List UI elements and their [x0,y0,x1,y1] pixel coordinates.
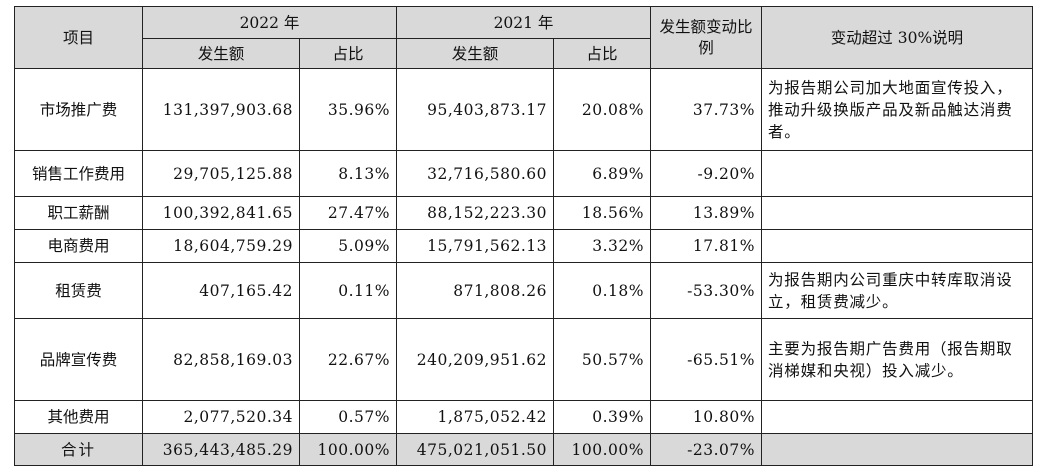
row-ratio-2021: 0.18% [553,262,651,319]
row-amount-2021: 240,209,951.62 [396,318,554,401]
total-change: -23.07% [650,433,762,466]
row-item: 市场推广费 [14,68,143,151]
header-change-ratio: 发生额变动比例 [650,6,762,69]
table-row: 其他费用 2,077,520.34 0.57% 1,875,052.42 0.3… [14,400,1033,434]
row-amount-2021: 1,875,052.42 [396,400,554,434]
row-change: -9.20% [650,150,762,197]
row-item: 职工薪酬 [14,196,143,230]
row-note [761,229,1033,263]
row-amount-2022: 29,705,125.88 [142,150,300,197]
row-note: 为报告期内公司重庆中转库取消设立，租赁费减少。 [761,262,1033,319]
row-item: 品牌宣传费 [14,318,143,401]
header-ratio-2022: 占比 [299,38,397,69]
row-ratio-2021: 0.39% [553,400,651,434]
row-ratio-2022: 0.57% [299,400,397,434]
row-ratio-2022: 0.11% [299,262,397,319]
header-amount-2022: 发生额 [142,38,300,69]
total-amount-2021: 475,021,051.50 [396,433,554,466]
row-amount-2022: 131,397,903.68 [142,68,300,151]
row-note [761,400,1033,434]
row-amount-2022: 2,077,520.34 [142,400,300,434]
row-note: 主要为报告期广告费用（报告期取消梯媒和央视）投入减少。 [761,318,1033,401]
header-note: 变动超过 30%说明 [761,6,1033,69]
row-ratio-2022: 5.09% [299,229,397,263]
row-amount-2021: 88,152,223.30 [396,196,554,230]
header-amount-2021: 发生额 [396,38,554,69]
row-change: -53.30% [650,262,762,319]
table-row: 市场推广费 131,397,903.68 35.96% 95,403,873.1… [14,68,1033,151]
row-ratio-2021: 6.89% [553,150,651,197]
row-ratio-2022: 22.67% [299,318,397,401]
header-item: 项目 [14,6,143,69]
header-year-2021: 2021 年 [396,6,651,39]
table-row: 电商费用 18,604,759.29 5.09% 15,791,562.13 3… [14,229,1033,263]
row-ratio-2022: 35.96% [299,68,397,151]
total-amount-2022: 365,443,485.29 [142,433,300,466]
header-ratio-2021: 占比 [553,38,651,69]
row-change: -65.51% [650,318,762,401]
row-change: 17.81% [650,229,762,263]
row-note: 为报告期公司加大地面宣传投入，推动升级换版产品及新品触达消费者。 [761,68,1033,151]
total-item: 合计 [14,433,143,466]
row-item: 电商费用 [14,229,143,263]
row-amount-2021: 15,791,562.13 [396,229,554,263]
row-ratio-2022: 27.47% [299,196,397,230]
row-note [761,150,1033,197]
row-note [761,196,1033,230]
row-amount-2021: 871,808.26 [396,262,554,319]
row-amount-2022: 82,858,169.03 [142,318,300,401]
row-ratio-2021: 20.08% [553,68,651,151]
table-row: 销售工作费用 29,705,125.88 8.13% 32,716,580.60… [14,150,1033,197]
row-amount-2021: 95,403,873.17 [396,68,554,151]
total-ratio-2021: 100.00% [553,433,651,466]
sales-expense-table: 项目 2022 年 2021 年 发生额变动比例 变动超过 30%说明 发生额 … [14,6,1033,466]
row-change: 13.89% [650,196,762,230]
total-row: 合计 365,443,485.29 100.00% 475,021,051.50… [14,433,1033,466]
row-ratio-2021: 3.32% [553,229,651,263]
table-row: 品牌宣传费 82,858,169.03 22.67% 240,209,951.6… [14,318,1033,401]
row-item: 租赁费 [14,262,143,319]
table-row: 租赁费 407,165.42 0.11% 871,808.26 0.18% -5… [14,262,1033,319]
header-year-2022: 2022 年 [142,6,397,39]
row-item: 其他费用 [14,400,143,434]
row-amount-2022: 407,165.42 [142,262,300,319]
row-change: 10.80% [650,400,762,434]
row-ratio-2022: 8.13% [299,150,397,197]
total-ratio-2022: 100.00% [299,433,397,466]
table-row: 职工薪酬 100,392,841.65 27.47% 88,152,223.30… [14,196,1033,230]
row-amount-2022: 18,604,759.29 [142,229,300,263]
row-amount-2022: 100,392,841.65 [142,196,300,230]
row-item: 销售工作费用 [14,150,143,197]
row-ratio-2021: 18.56% [553,196,651,230]
row-ratio-2021: 50.57% [553,318,651,401]
row-change: 37.73% [650,68,762,151]
total-note [761,433,1033,466]
row-amount-2021: 32,716,580.60 [396,150,554,197]
